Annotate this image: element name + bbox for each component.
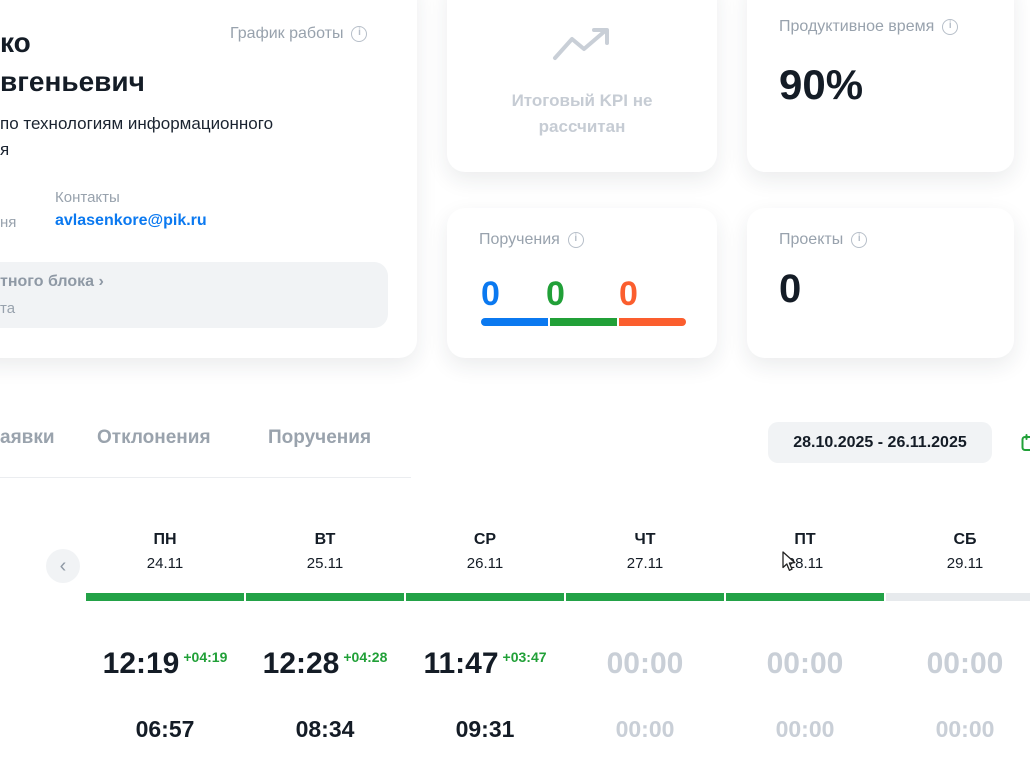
- day-total-time: 12:28 +04:28: [246, 648, 404, 684]
- total-time-value: 11:47: [423, 647, 499, 680]
- day-productive-time: 00:00: [935, 716, 995, 742]
- projects-label: Проекты i: [779, 231, 868, 249]
- day-total-time: 00:00: [606, 647, 684, 680]
- employee-name-line2: вгеньевич: [0, 66, 145, 97]
- productive-time-label: Продуктивное время i: [779, 18, 959, 36]
- assignments-count-blue: 0: [481, 275, 500, 313]
- day-total-time: 11:47 +03:47: [406, 648, 564, 684]
- assignments-count-green: 0: [546, 275, 565, 313]
- tab-requests[interactable]: аявки: [0, 427, 55, 448]
- day-name: ВТ: [314, 531, 336, 548]
- mouse-cursor: [782, 551, 796, 571]
- day-productive-time: 08:34: [295, 716, 355, 742]
- day-name: ПТ: [794, 531, 816, 548]
- day-date: 26.11: [466, 555, 504, 572]
- progress-segment-blue: [481, 318, 548, 326]
- email-link[interactable]: avlasenkore@pik.ru: [55, 212, 207, 229]
- date-range-chip[interactable]: 28.10.2025 - 26.11.2025: [768, 422, 992, 463]
- kpi-message-line2: рассчитан: [538, 117, 626, 136]
- assignments-text: Поручения: [479, 231, 560, 248]
- work-schedule-label: График работы i: [230, 25, 368, 43]
- assignments-count-orange: 0: [619, 275, 638, 313]
- day-column-thu[interactable]: ЧТ 27.11 00:00 00:00: [566, 527, 724, 768]
- progress-segment-orange: [619, 318, 686, 326]
- day-total-time: 12:19 +04:19: [86, 648, 244, 684]
- day-column-sat[interactable]: СБ 29.11 00:00 00:00: [886, 527, 1030, 768]
- assignments-label: Поручения i: [479, 231, 584, 249]
- day-progress-bar: [246, 593, 404, 601]
- productive-time-card: [747, 0, 1014, 172]
- calendar-button[interactable]: [1018, 422, 1030, 463]
- day-progress-bar: [566, 593, 724, 601]
- employee-position-line2: я: [0, 140, 10, 159]
- kpi-card: [447, 0, 717, 172]
- assignments-progress-bar: [481, 318, 686, 326]
- day-date: 24.11: [146, 555, 184, 572]
- info-icon[interactable]: i: [851, 232, 868, 248]
- day-column-tue[interactable]: ВТ 25.11 12:28 +04:28 08:34: [246, 527, 404, 768]
- day-progress-bar: [406, 593, 564, 601]
- day-name: СБ: [953, 531, 977, 548]
- day-column-wed[interactable]: СР 26.11 11:47 +03:47 09:31: [406, 527, 564, 768]
- calendar-icon: [1021, 433, 1030, 451]
- day-name: СР: [473, 531, 497, 548]
- day-total-time: 00:00: [766, 647, 844, 680]
- total-time-value: 12:19: [102, 647, 180, 680]
- info-icon[interactable]: i: [567, 232, 584, 248]
- projects-card: [747, 208, 1014, 358]
- progress-segment-green: [550, 318, 617, 326]
- day-productive-time: 06:57: [135, 716, 195, 742]
- unit-link-line2: та: [0, 300, 16, 317]
- unit-link[interactable]: тного блока › та: [0, 262, 388, 328]
- left-truncated-label: ня: [0, 214, 17, 231]
- assignments-card: [447, 208, 717, 358]
- day-progress-bar: [86, 593, 244, 601]
- work-schedule-text: График работы: [230, 25, 344, 42]
- tab-deviations[interactable]: Отклонения: [97, 427, 211, 448]
- day-column-mon[interactable]: ПН 24.11 12:19 +04:19 06:57: [86, 527, 244, 768]
- projects-value: 0: [779, 267, 802, 311]
- day-total-time: 00:00: [926, 647, 1004, 680]
- productive-time-value: 90%: [779, 61, 864, 108]
- contacts-label: Контакты: [55, 189, 120, 206]
- date-range-value: 28.10.2025 - 26.11.2025: [793, 433, 967, 451]
- day-progress-bar: [886, 593, 1030, 601]
- projects-text: Проекты: [779, 231, 844, 248]
- trend-up-icon: [553, 28, 609, 60]
- productive-time-text: Продуктивное время: [779, 18, 935, 35]
- total-time-value: 12:28: [262, 647, 340, 680]
- day-date: 28.11: [786, 555, 824, 572]
- day-column-fri[interactable]: ПТ 28.11 00:00 00:00: [726, 527, 884, 768]
- time-delta: +03:47: [502, 649, 547, 665]
- tab-assignments[interactable]: Поручения: [268, 427, 372, 448]
- day-name: ПН: [153, 531, 177, 548]
- info-icon[interactable]: i: [351, 26, 368, 42]
- day-productive-time: 00:00: [615, 716, 675, 742]
- day-productive-time: 09:31: [455, 716, 515, 742]
- day-date: 25.11: [306, 555, 344, 572]
- kpi-message-line1: Итоговый KPI не: [511, 91, 653, 110]
- employee-name-line1: ко: [0, 27, 31, 58]
- day-progress-bar: [726, 593, 884, 601]
- day-name: ЧТ: [634, 531, 656, 548]
- time-delta: +04:19: [183, 649, 228, 665]
- unit-link-line1: тного блока ›: [0, 273, 104, 290]
- prev-week-button[interactable]: ‹: [46, 549, 80, 583]
- time-delta: +04:28: [343, 649, 388, 665]
- employee-position-line1: по технологиям информационного: [0, 114, 274, 133]
- day-productive-time: 00:00: [775, 716, 835, 742]
- tabs-divider: [0, 477, 411, 478]
- day-date: 27.11: [626, 555, 664, 572]
- day-date: 29.11: [946, 555, 984, 572]
- info-icon[interactable]: i: [942, 19, 959, 35]
